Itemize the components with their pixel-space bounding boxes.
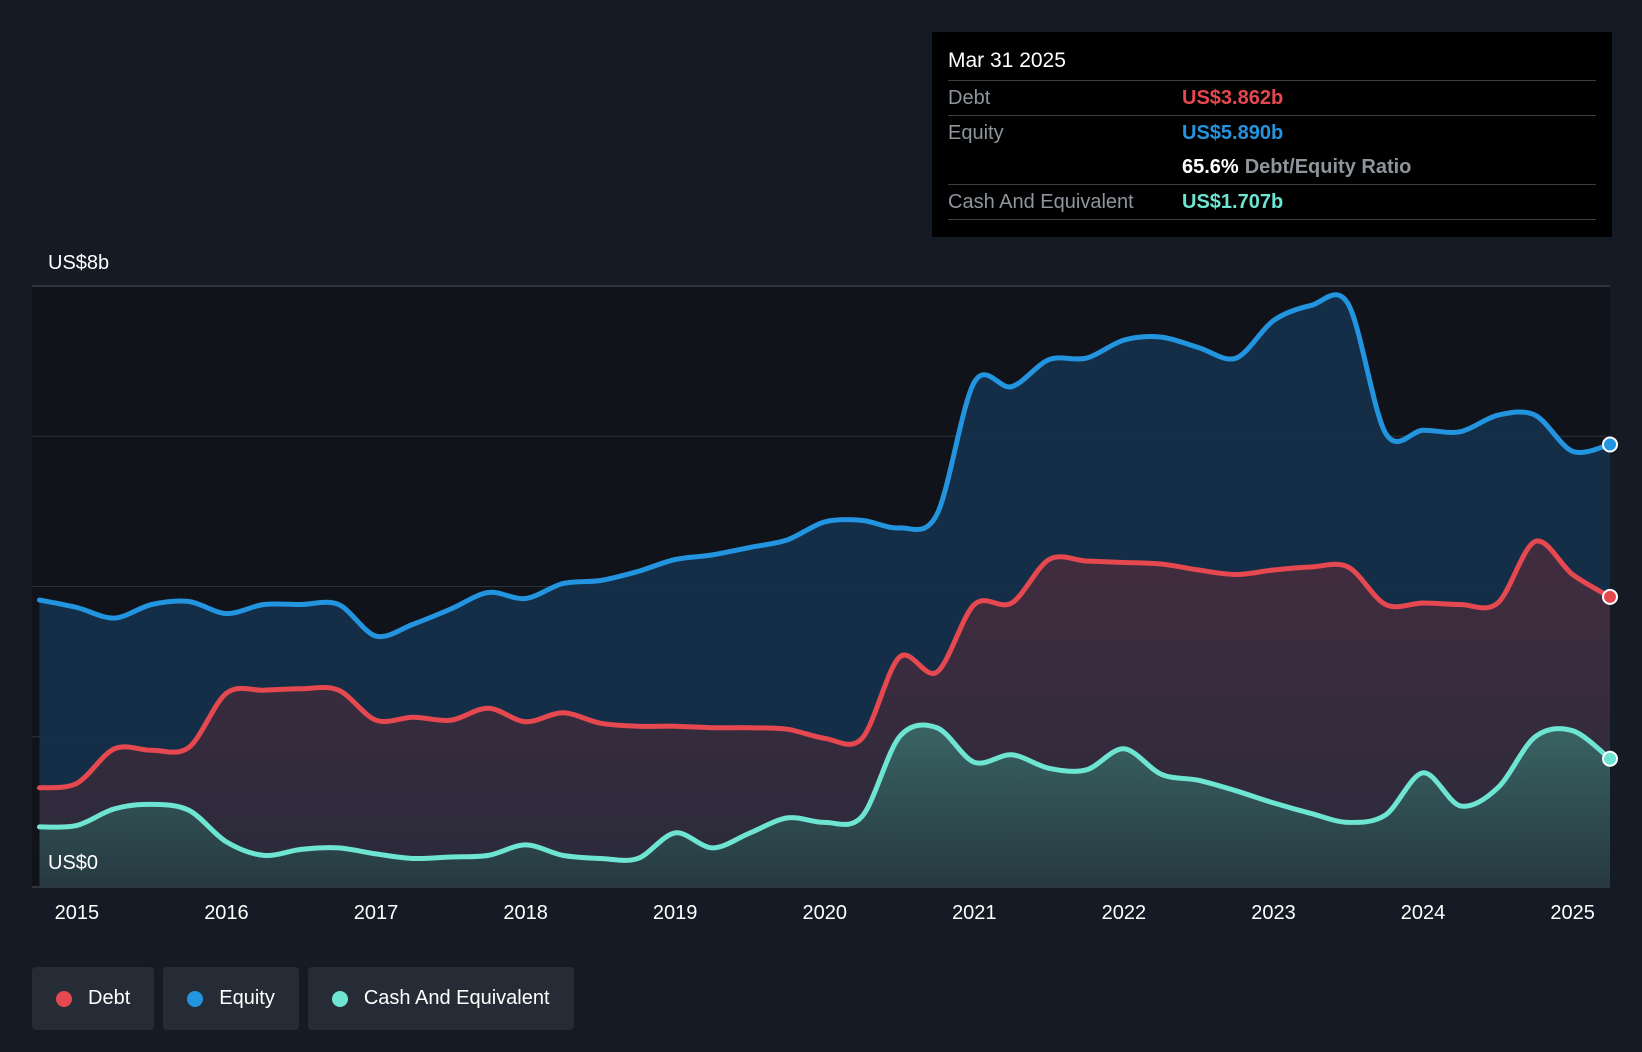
series-areas xyxy=(39,294,1610,887)
x-tick-label: 2019 xyxy=(653,902,698,924)
tooltip-equity-label: Equity xyxy=(948,122,1004,144)
legend-item-equity[interactable]: Equity xyxy=(163,967,299,1030)
tooltip-debt-label: Debt xyxy=(948,87,991,109)
tooltip-cash-value: US$1.707b xyxy=(1182,191,1284,213)
legend-equity-label: Equity xyxy=(219,987,275,1009)
tooltip-equity-value: US$5.890b xyxy=(1182,122,1284,144)
legend-cash-label: Cash And Equivalent xyxy=(363,987,550,1009)
tooltip-row-cash: Cash And Equivalent US$1.707b xyxy=(948,185,1596,220)
x-tick-label: 2016 xyxy=(204,902,249,924)
equity-endpoint-marker xyxy=(1602,436,1618,453)
cash-endpoint-marker xyxy=(1602,750,1618,767)
tooltip-ratio-spacer xyxy=(948,150,1182,184)
series-lines xyxy=(37,292,1613,863)
tooltip: Mar 31 2025 Debt US$3.862b Equity US$5.8… xyxy=(932,32,1612,237)
x-tick-label: 2021 xyxy=(952,902,997,924)
x-axis-ticks: 2015 2016 2017 2018 2019 2020 2021 2022 2023 2024… xyxy=(55,902,1595,924)
x-tick-label: 2022 xyxy=(1102,902,1147,924)
x-tick-label: 2018 xyxy=(503,902,548,924)
y-axis-max-label: US$8b xyxy=(48,252,109,274)
debt-dot-icon xyxy=(56,990,72,1007)
y-axis-min-label: US$0 xyxy=(48,852,98,874)
legend-debt-label: Debt xyxy=(88,987,131,1009)
x-tick-label: 2020 xyxy=(802,902,847,924)
tooltip-cash-label: Cash And Equivalent xyxy=(948,191,1134,213)
series-endpoints xyxy=(1602,436,1618,767)
equity-dot-icon xyxy=(187,990,204,1007)
debt-line xyxy=(37,538,1613,791)
tooltip-row-equity: Equity US$5.890b xyxy=(948,116,1596,150)
cash-line xyxy=(37,722,1613,863)
debt-endpoint-marker xyxy=(1602,588,1618,605)
tooltip-date: Mar 31 2025 xyxy=(948,46,1596,81)
tooltip-ratio-value: 65.6% xyxy=(1182,156,1239,178)
x-tick-label: 2017 xyxy=(354,902,399,924)
x-tick-label: 2015 xyxy=(55,902,100,924)
x-tick-label: 2024 xyxy=(1401,902,1446,924)
x-tick-label: 2025 xyxy=(1550,902,1595,924)
cash-area xyxy=(39,725,1610,887)
legend-item-cash[interactable]: Cash And Equivalent xyxy=(307,967,574,1030)
tooltip-ratio-label: Debt/Equity Ratio xyxy=(1244,156,1412,178)
tooltip-row-ratio: 65.6% Debt/Equity Ratio xyxy=(948,150,1596,185)
cash-dot-icon xyxy=(331,990,348,1007)
tooltip-row-debt: Debt US$3.862b xyxy=(948,81,1596,116)
tooltip-debt-value: US$3.862b xyxy=(1182,87,1284,109)
equity-line xyxy=(37,292,1613,640)
legend-item-debt[interactable]: Debt xyxy=(32,967,155,1030)
x-tick-label: 2023 xyxy=(1251,902,1296,924)
legend: Debt Equity Cash And Equivalent xyxy=(32,967,583,1030)
